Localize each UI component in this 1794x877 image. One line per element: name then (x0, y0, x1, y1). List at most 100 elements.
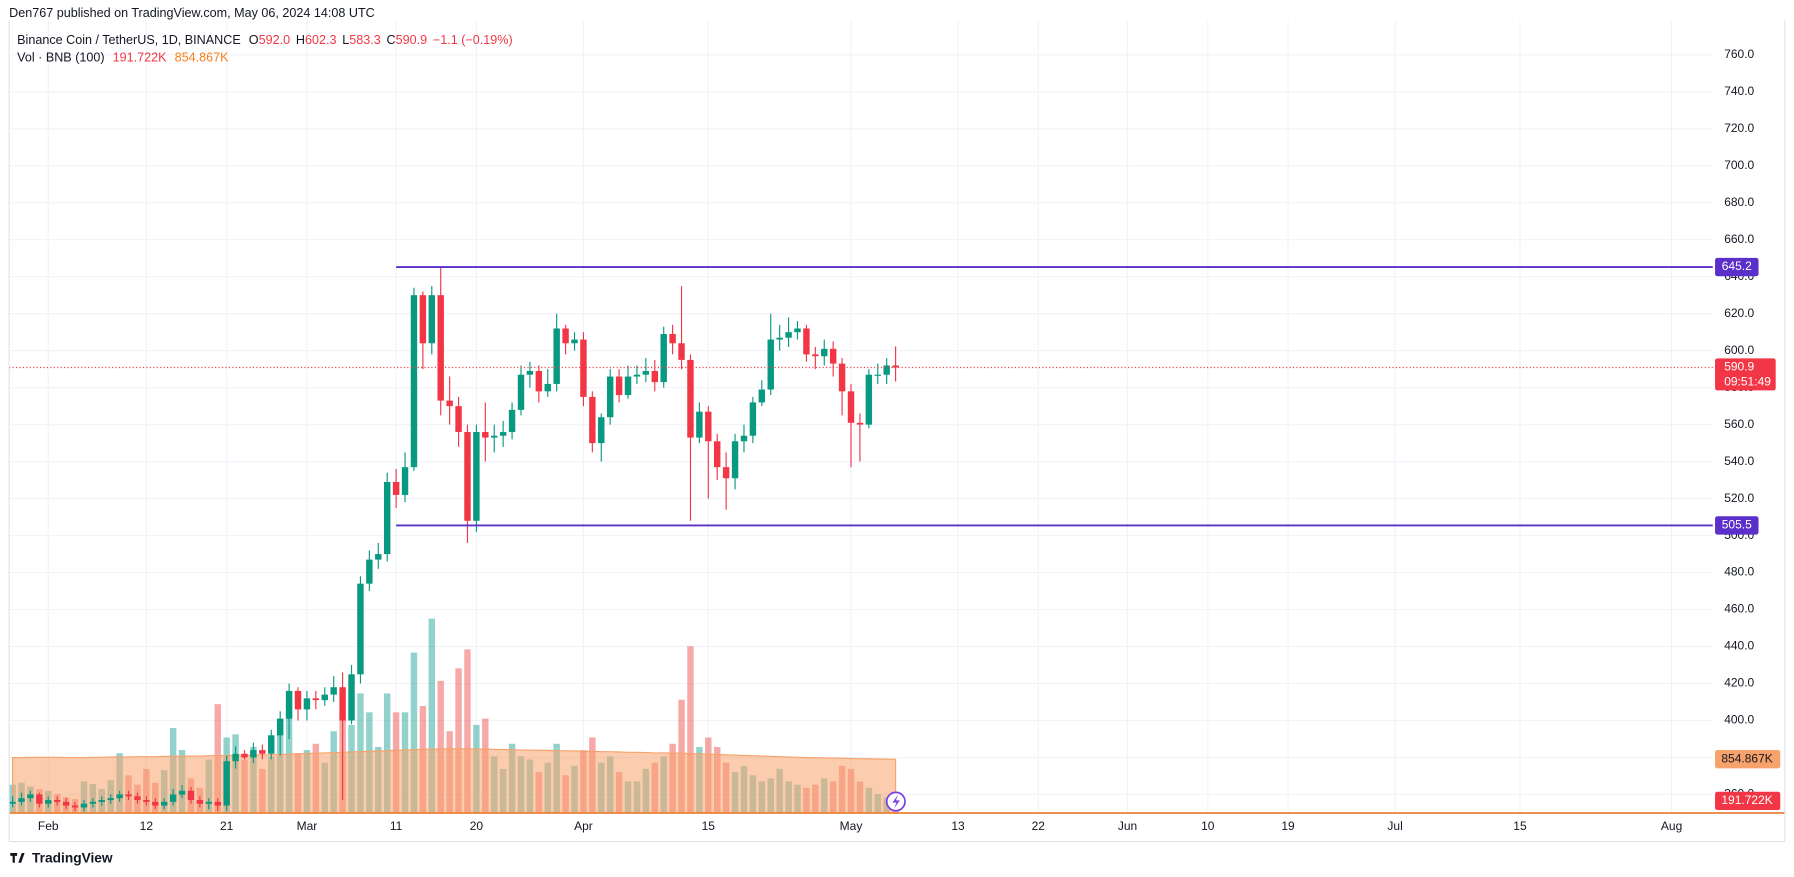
candle-body (9, 801, 16, 804)
candle-body (571, 339, 578, 344)
candle-body (98, 800, 105, 802)
candle-body (553, 328, 560, 384)
candle-body (321, 694, 328, 701)
candle-body (749, 402, 757, 436)
candle-body (856, 422, 864, 425)
candle-body (285, 690, 293, 719)
volume-bar (437, 680, 444, 813)
ohlc-value: 590.9 (396, 33, 427, 47)
candle-body (71, 805, 79, 808)
x-tick-label: Apr (574, 819, 593, 833)
ohlc-value: 592.0 (259, 33, 290, 47)
candle-body (464, 432, 471, 521)
volume-bar (428, 618, 436, 813)
candle-body (107, 798, 114, 801)
volume-ma-box (1715, 750, 1781, 769)
ohlc-key: C (387, 33, 396, 47)
candle-body (116, 794, 123, 799)
ohlc-value: 602.3 (305, 33, 336, 47)
candle-body (651, 371, 658, 383)
footer-text: TradingView (32, 850, 113, 865)
y-tick-label: 440.0 (1724, 639, 1754, 653)
candle-body (80, 803, 88, 808)
candle-body (232, 753, 239, 762)
candle-body (740, 435, 748, 442)
candle-body (169, 794, 177, 802)
x-tick-label: 10 (1201, 819, 1215, 833)
candle-body (223, 761, 230, 806)
x-tick-label: 22 (1032, 819, 1046, 833)
candle-body (392, 481, 400, 495)
candle-body (357, 583, 364, 675)
volume-legend: Vol · BNB (100) 191.722K 854.867K (17, 51, 229, 65)
candle-body (437, 295, 444, 401)
candle-body (767, 339, 774, 390)
candle-body (330, 687, 337, 695)
candle-body (62, 801, 70, 806)
y-tick-label: 740.0 (1724, 84, 1754, 98)
y-tick-label: 560.0 (1724, 417, 1754, 431)
candle-body (847, 391, 855, 423)
y-tick-label: 420.0 (1724, 676, 1754, 690)
candle-body (874, 374, 881, 376)
volume-bar (410, 652, 418, 813)
candle-body (152, 801, 159, 806)
candle-body (161, 801, 168, 806)
candle-body (829, 348, 837, 364)
candle-body (722, 467, 730, 479)
y-tick-label: 520.0 (1724, 491, 1754, 505)
level-label-box (1715, 257, 1759, 277)
y-tick-label: 760.0 (1724, 47, 1754, 61)
logo-mark (10, 852, 25, 863)
candles (9, 267, 899, 812)
candle-body (776, 337, 783, 340)
x-tick-label: 12 (140, 819, 154, 833)
candle-body (687, 359, 694, 438)
candle-body (615, 376, 623, 396)
volume-label: 191.722K (1721, 793, 1772, 807)
ohlc-key: L (342, 33, 349, 47)
candle-body (482, 432, 489, 438)
y-tick-label: 700.0 (1724, 158, 1754, 172)
x-tick-label: Jun (1118, 819, 1137, 833)
y-tick-label: 480.0 (1724, 565, 1754, 579)
candle-body (143, 800, 150, 802)
candle-body (375, 554, 382, 560)
candle-body (294, 690, 302, 710)
x-tick-label: May (840, 819, 863, 833)
published-line: Den767 published on TradingView.com, May… (9, 6, 375, 20)
candle-body (125, 794, 132, 797)
candle-body (580, 339, 587, 397)
candle-body (401, 467, 409, 495)
candle-body (491, 435, 498, 438)
x-tick-label: 19 (1281, 819, 1295, 833)
candle-body (633, 374, 641, 377)
volume-ma-value: 854.867K (175, 51, 229, 65)
candle-body (36, 794, 43, 804)
candle-body (696, 411, 703, 438)
volume-bar (464, 649, 471, 813)
candle-body (624, 376, 632, 396)
candle-body (678, 343, 685, 360)
last-price-label: 590.9 (1724, 360, 1754, 374)
candle-body (27, 794, 34, 799)
level-label: 645.2 (1722, 259, 1752, 273)
candle-body (196, 800, 204, 804)
candle-body (428, 295, 436, 344)
y-tick-label: 680.0 (1724, 195, 1754, 209)
change: −1.1 (−0.19%) (433, 33, 513, 47)
volume-ma-area (12, 748, 897, 813)
candle-body (892, 365, 899, 368)
x-tick-label: 20 (470, 819, 484, 833)
candle-body (660, 334, 667, 383)
candle-body (312, 698, 320, 701)
x-tick-label: 15 (1513, 819, 1527, 833)
symbol: Binance Coin / TetherUS, 1D, BINANCE (17, 33, 241, 47)
x-tick-label: Aug (1661, 819, 1682, 833)
candle-body (383, 481, 391, 555)
candle-body (53, 800, 61, 802)
volume-pane (9, 618, 899, 813)
x-tick-label: 15 (702, 819, 716, 833)
candle-body (250, 750, 257, 758)
